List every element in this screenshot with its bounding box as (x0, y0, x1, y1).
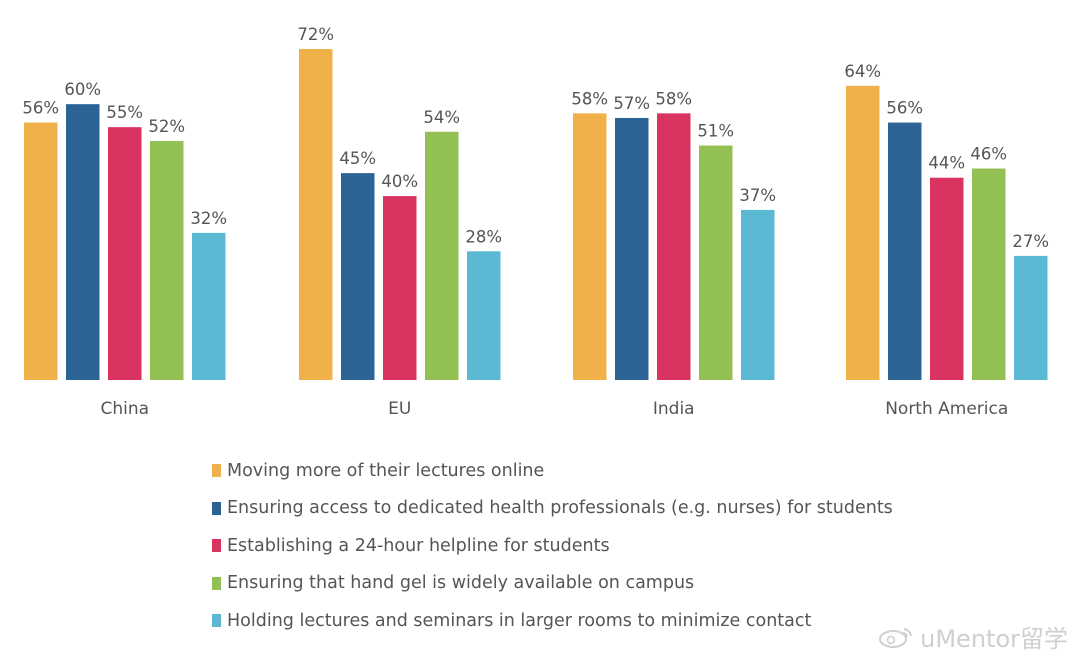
data-label: 44% (928, 154, 965, 173)
bar (341, 173, 375, 380)
bar (108, 127, 142, 381)
legend-item: Moving more of their lectures online (212, 452, 893, 490)
data-label: 40% (381, 172, 418, 191)
data-label: 52% (148, 117, 185, 136)
data-label: 27% (1012, 232, 1049, 251)
data-label: 55% (106, 103, 143, 122)
data-label: 57% (613, 94, 650, 113)
bar (150, 140, 184, 380)
legend-label: Ensuring access to dedicated health prof… (227, 498, 893, 519)
bar (192, 232, 226, 380)
category-label: India (653, 399, 695, 419)
bar (425, 131, 459, 380)
data-label: 56% (886, 99, 923, 118)
bar (846, 85, 880, 381)
legend-label: Holding lectures and seminars in larger … (227, 610, 812, 631)
watermark: uMentor留学 (878, 619, 1068, 654)
bar (741, 209, 775, 380)
bar (467, 251, 501, 380)
bar-chart: 56% 60% 55% 52% 32% China 72% 45% 40% 54% 28% EU 58%… (22, 25, 1049, 419)
data-label: 51% (697, 122, 734, 141)
category-label: EU (388, 399, 411, 419)
bar (888, 122, 922, 381)
bar (299, 49, 333, 380)
weibo-icon (879, 627, 913, 648)
data-label: 37% (739, 186, 776, 205)
data-label: 72% (297, 25, 334, 44)
bar (699, 145, 733, 380)
legend-swatch (212, 576, 221, 590)
data-label: 28% (465, 227, 502, 246)
legend-label: Establishing a 24-hour helpline for stud… (227, 535, 610, 556)
data-label: 46% (970, 145, 1007, 164)
data-label: 56% (22, 99, 59, 118)
legend-label: Ensuring that hand gel is widely availab… (227, 573, 695, 594)
bar (972, 168, 1006, 380)
legend-item: Ensuring that hand gel is widely availab… (212, 565, 893, 603)
bar (383, 196, 417, 380)
bar (24, 122, 58, 381)
bar (930, 177, 964, 380)
legend-item: Establishing a 24-hour helpline for stud… (212, 527, 893, 565)
bar (657, 113, 691, 380)
legend-swatch (212, 614, 221, 628)
data-label: 64% (844, 62, 881, 81)
category-label: China (100, 399, 149, 419)
legend-swatch (212, 539, 221, 553)
bar (1014, 255, 1048, 380)
data-label: 54% (423, 108, 460, 127)
data-label: 45% (339, 149, 376, 168)
legend-label: Moving more of their lectures online (227, 460, 545, 481)
category-label: North America (885, 399, 1008, 419)
data-label: 32% (190, 209, 227, 228)
data-label: 58% (655, 89, 692, 108)
legend-swatch (212, 464, 221, 478)
data-label: 58% (571, 89, 608, 108)
bar (66, 104, 100, 381)
data-label: 60% (64, 80, 101, 99)
watermark-text: uMentor留学 (920, 625, 1068, 653)
legend-swatch (212, 501, 221, 515)
chart-legend: Moving more of their lectures online Ens… (212, 452, 893, 640)
legend-item: Holding lectures and seminars in larger … (212, 602, 893, 640)
bar (573, 113, 607, 380)
legend-item: Ensuring access to dedicated health prof… (212, 490, 893, 528)
bar (615, 117, 649, 380)
